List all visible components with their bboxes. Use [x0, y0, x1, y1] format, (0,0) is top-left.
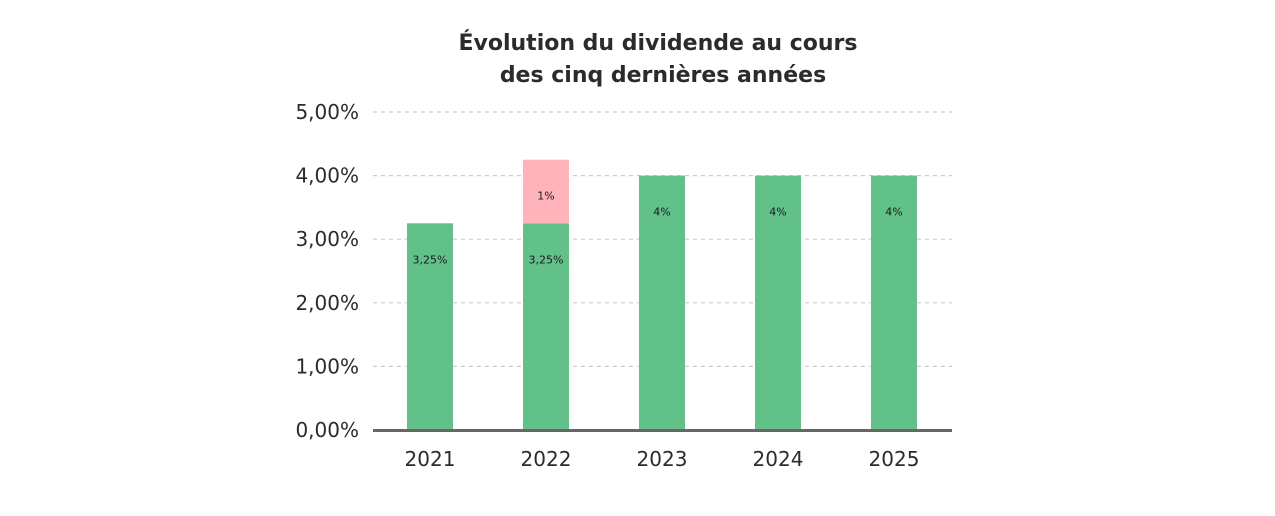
bar-value-label: 4% — [885, 206, 902, 219]
x-tick-label: 2022 — [521, 447, 572, 471]
y-tick-label: 2,00% — [295, 291, 359, 315]
x-axis-ticks: 2021 2022 2023 2024 2025 — [405, 447, 920, 471]
chart-title: Évolution du dividende au cours des cinq… — [458, 30, 857, 88]
bar-value-label: 1% — [537, 190, 554, 203]
x-tick-label: 2021 — [405, 447, 456, 471]
bar-exceptional — [523, 159, 569, 224]
y-tick-label: 1,00% — [295, 354, 359, 378]
bar-dividend — [639, 175, 685, 430]
bars — [407, 159, 917, 430]
chart-title-line-1: Évolution du dividende au cours — [458, 30, 857, 56]
bar-dividend — [523, 223, 569, 430]
y-tick-label: 5,00% — [295, 100, 359, 124]
bar-value-label: 4% — [653, 206, 670, 219]
bar-dividend — [871, 175, 917, 430]
bar-labels: 3,25% 3,25% 1% 4% 4% 4% — [413, 190, 903, 267]
bar-dividend — [407, 223, 453, 430]
x-tick-label: 2024 — [753, 447, 804, 471]
y-tick-label: 0,00% — [295, 418, 359, 442]
chart-title-line-2: des cinq dernières années — [500, 63, 826, 88]
y-axis-ticks: 0,00% 1,00% 2,00% 3,00% 4,00% 5,00% — [295, 100, 359, 442]
bar-value-label: 4% — [769, 206, 786, 219]
y-tick-label: 4,00% — [295, 164, 359, 188]
bar-value-label: 3,25% — [413, 253, 448, 266]
bar-dividend — [755, 175, 801, 430]
y-tick-label: 3,00% — [295, 227, 359, 251]
bar-value-label: 3,25% — [529, 253, 564, 266]
x-tick-label: 2023 — [637, 447, 688, 471]
x-tick-label: 2025 — [869, 447, 920, 471]
